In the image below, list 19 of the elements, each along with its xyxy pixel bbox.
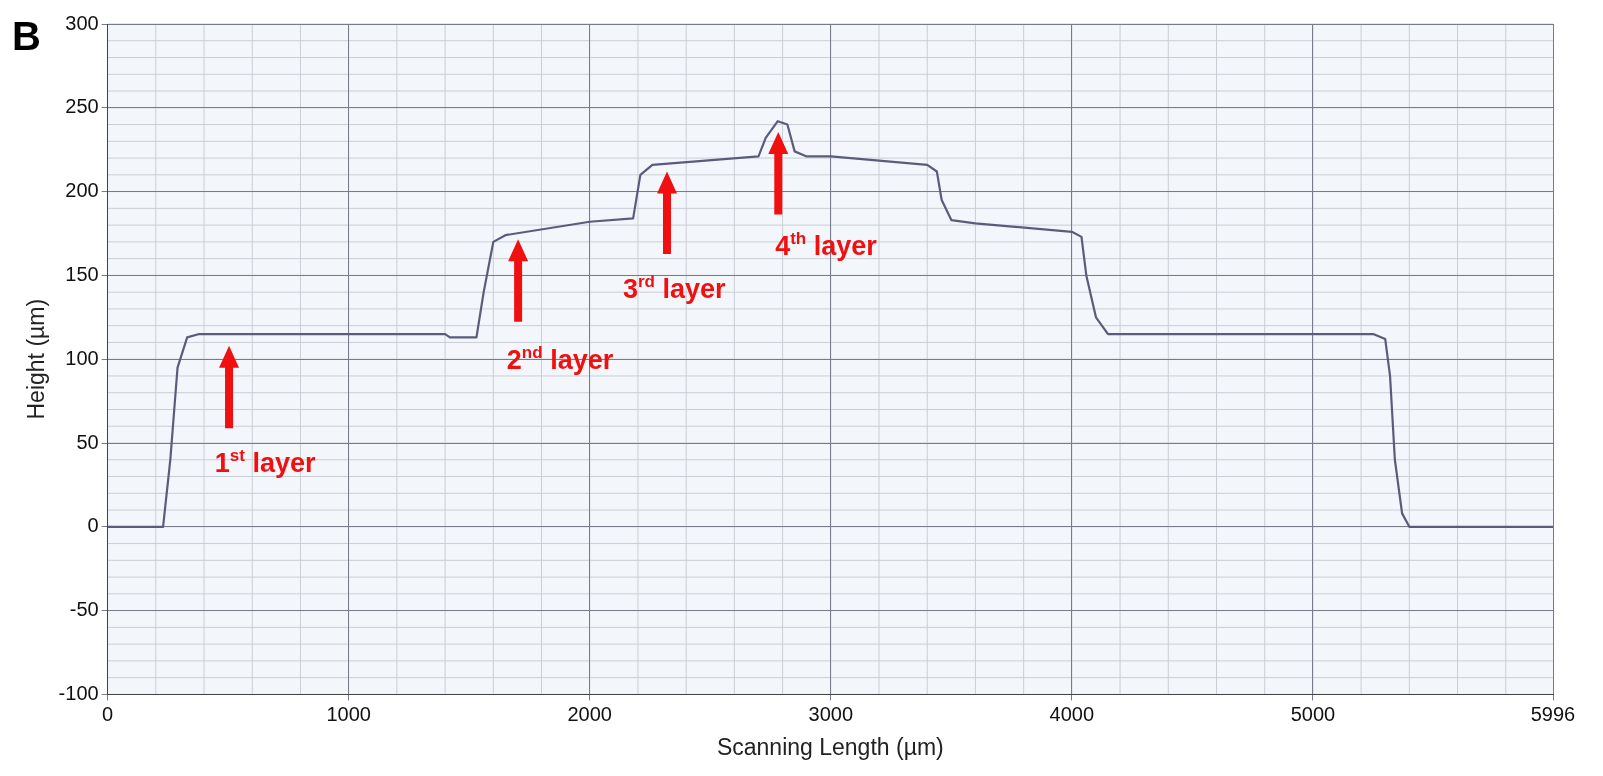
y-tick-label: 100	[65, 346, 99, 369]
x-tick-label: 5000	[1290, 702, 1336, 725]
y-tick-label: -50	[69, 598, 99, 621]
x-tick-label: 2000	[567, 702, 612, 725]
y-tick-label: 250	[65, 95, 99, 118]
x-axis-title: Scanning Length (µm)	[716, 733, 944, 760]
y-tick-label: -100	[58, 681, 99, 704]
x-tick-label: 5996	[1530, 702, 1576, 725]
x-tick-label: 4000	[1049, 702, 1095, 725]
x-tick-label: 0	[102, 702, 114, 725]
y-tick-label: 200	[65, 179, 99, 202]
y-tick-label: 150	[65, 262, 99, 285]
y-tick-label: 50	[76, 430, 99, 453]
y-tick-label: 0	[87, 514, 99, 537]
x-tick-label: 3000	[808, 702, 854, 725]
x-tick-label: 1000	[326, 702, 371, 725]
chart-title: B	[12, 14, 41, 59]
y-axis-title: Height (µm)	[23, 298, 50, 420]
y-tick-label: 300	[65, 11, 99, 34]
